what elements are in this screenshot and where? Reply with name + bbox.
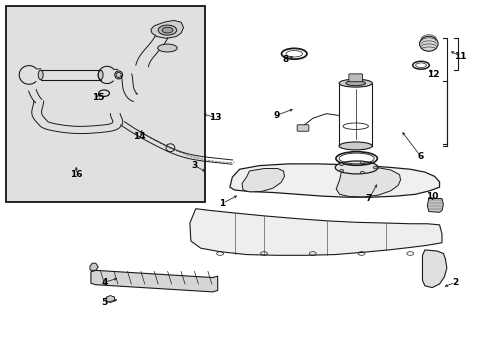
Ellipse shape [339,163,343,166]
Polygon shape [427,198,443,212]
Ellipse shape [334,161,377,174]
FancyBboxPatch shape [5,6,205,202]
Text: 3: 3 [191,161,198,170]
Text: 16: 16 [70,170,82,179]
Ellipse shape [162,27,172,33]
Ellipse shape [360,171,364,174]
Ellipse shape [338,79,371,87]
Ellipse shape [372,166,376,169]
Polygon shape [335,167,400,197]
FancyBboxPatch shape [348,74,362,82]
Polygon shape [90,263,98,270]
Ellipse shape [345,81,365,86]
Text: 11: 11 [453,52,466,61]
Ellipse shape [158,25,176,35]
Text: 13: 13 [208,113,221,122]
Text: 9: 9 [272,111,279,120]
Polygon shape [189,209,441,255]
Text: 8: 8 [282,55,288,64]
Polygon shape [242,168,284,192]
Ellipse shape [116,72,121,77]
Text: 1: 1 [219,199,225,208]
Text: 7: 7 [365,194,371,203]
Ellipse shape [158,44,177,52]
Ellipse shape [38,70,43,80]
Polygon shape [229,164,439,197]
Polygon shape [107,297,114,301]
Ellipse shape [339,169,343,172]
Polygon shape [422,250,446,288]
Text: 10: 10 [425,192,438,201]
Text: 12: 12 [427,70,439,79]
FancyBboxPatch shape [297,125,308,131]
Ellipse shape [98,70,103,80]
Text: 6: 6 [417,152,423,161]
Text: 2: 2 [451,278,458,287]
Ellipse shape [338,142,371,150]
Text: 5: 5 [101,298,107,307]
Text: 15: 15 [92,93,104,102]
Ellipse shape [360,161,364,163]
Text: 14: 14 [133,132,146,141]
Polygon shape [151,21,183,39]
Polygon shape [91,270,217,292]
Ellipse shape [419,36,437,51]
Text: 4: 4 [101,278,107,287]
